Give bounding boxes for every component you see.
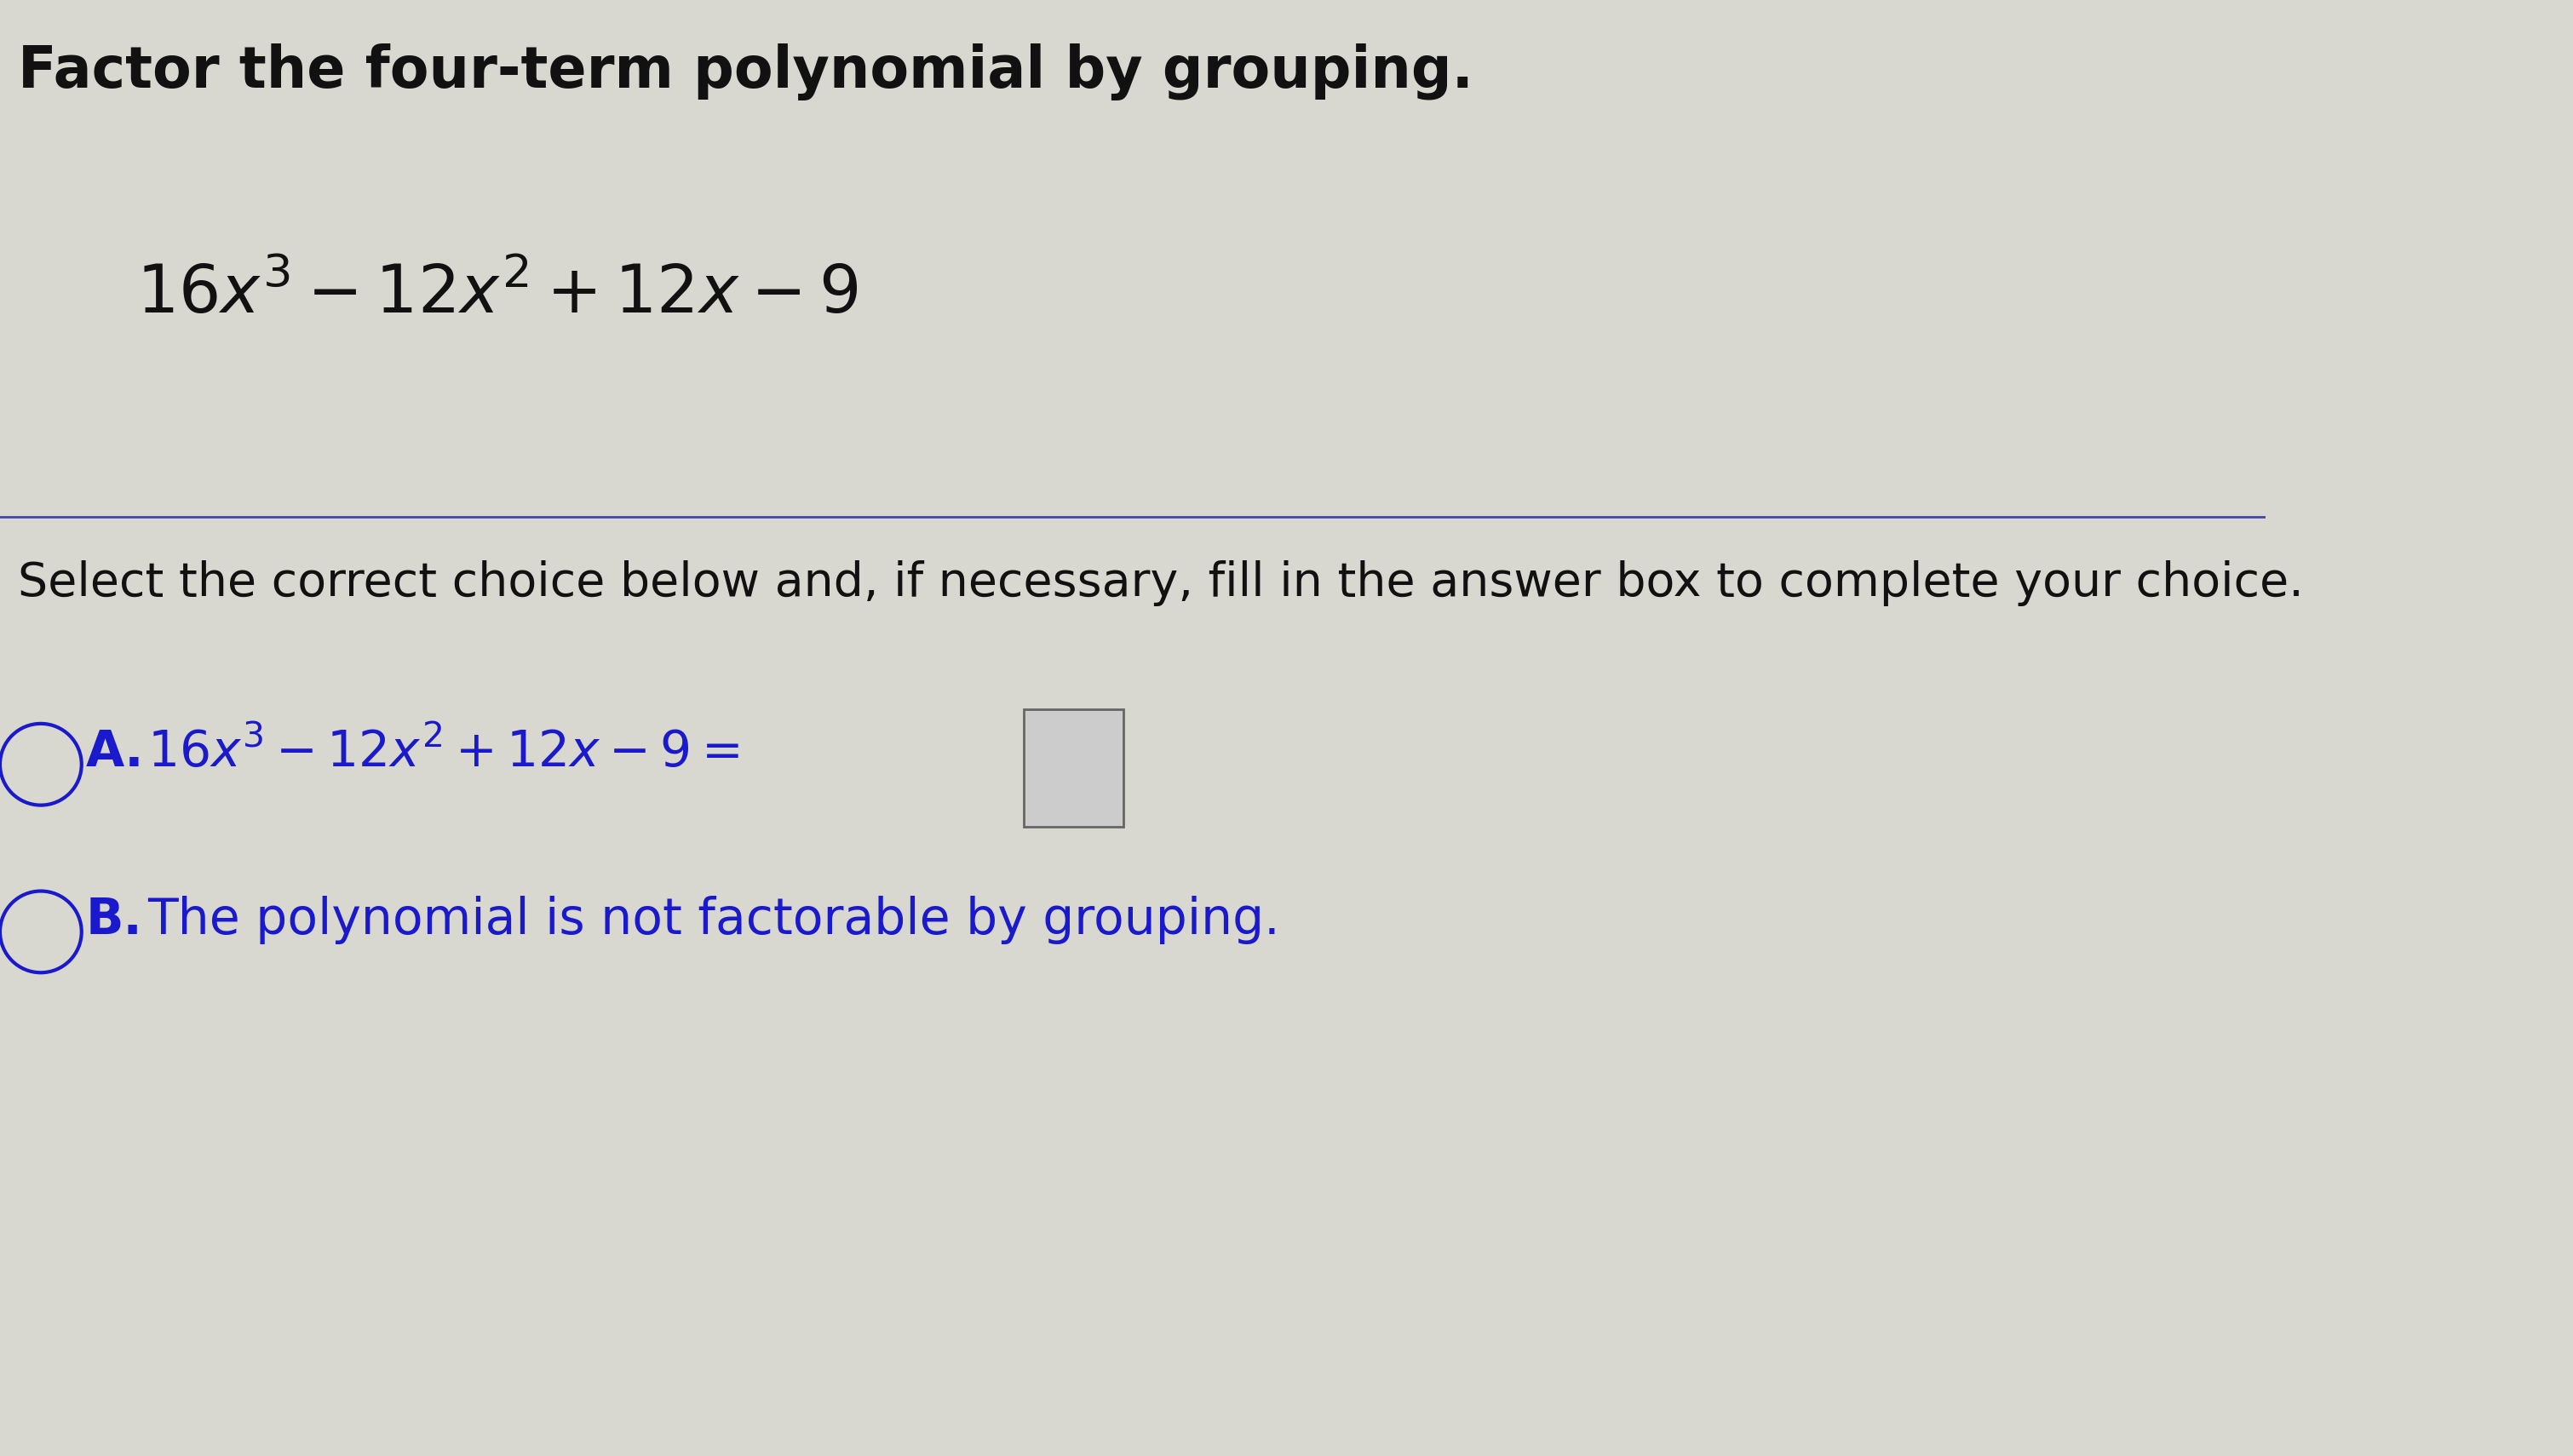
FancyBboxPatch shape [1024,709,1124,827]
Text: $16x^3 - 12x^2 + 12x - 9$: $16x^3 - 12x^2 + 12x - 9$ [136,262,857,326]
Text: B.: B. [85,895,144,943]
Text: The polynomial is not factorable by grouping.: The polynomial is not factorable by grou… [147,895,1279,943]
Text: Factor the four-term polynomial by grouping.: Factor the four-term polynomial by group… [18,44,1474,100]
Text: Select the correct choice below and, if necessary, fill in the answer box to com: Select the correct choice below and, if … [18,561,2303,607]
Text: $16x^3 - 12x^2 + 12x - 9 = $: $16x^3 - 12x^2 + 12x - 9 = $ [147,728,738,778]
Text: A.: A. [85,728,144,776]
